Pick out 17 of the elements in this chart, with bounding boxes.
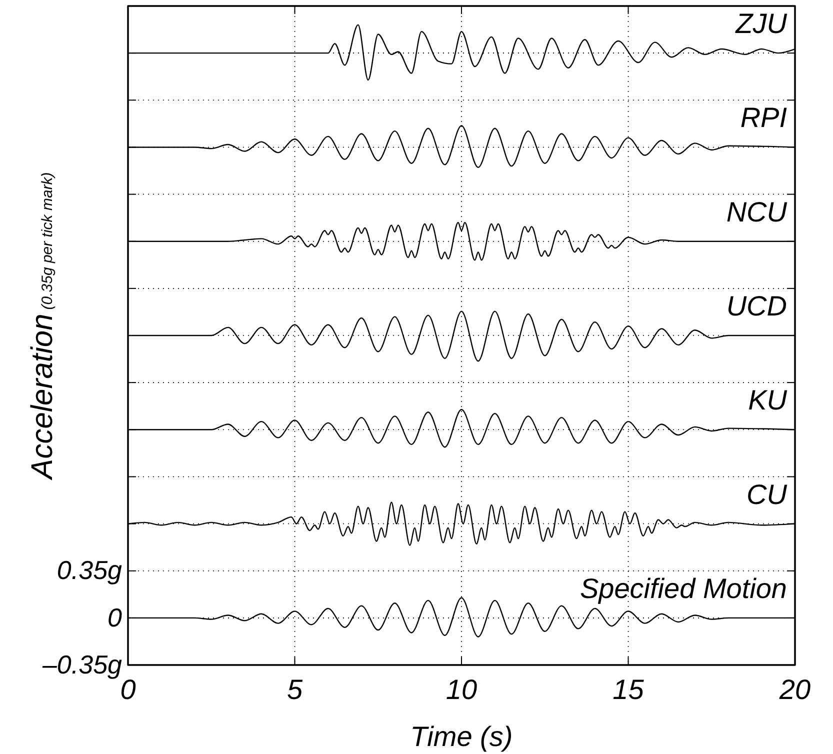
text: (0.35g per tick mark): [39, 172, 56, 310]
x-tick-label: 20: [778, 674, 811, 705]
x-axis-title: Time (s): [410, 721, 513, 752]
legend-label: KU: [748, 384, 788, 416]
y-tick-label: –0.35g: [41, 649, 123, 680]
legend-label: Specified Motion: [580, 572, 787, 604]
x-tick-label: 10: [446, 674, 478, 705]
y-tick-label: 0: [108, 602, 123, 632]
legend-label: CU: [746, 478, 788, 510]
x-tick-label: 5: [286, 674, 303, 705]
x-tick-label: 15: [612, 674, 644, 705]
y-tick-label: 0.35g: [56, 555, 123, 586]
legend-label: UCD: [726, 290, 787, 322]
y-axis-title: Acceleration: [26, 314, 59, 481]
series-label: ZJU: [734, 8, 788, 40]
legend-label: RPI: [740, 102, 788, 134]
legend-label: NCU: [726, 196, 788, 228]
